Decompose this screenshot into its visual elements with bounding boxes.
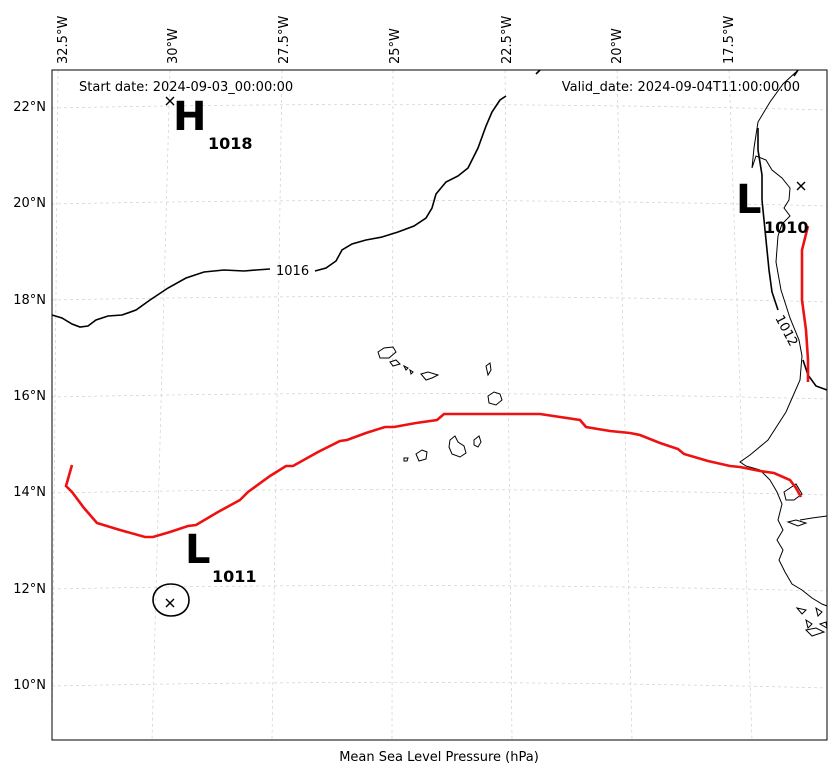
valid-date: Valid_date: 2024-09-04T11:00:00.00 <box>562 80 800 95</box>
isobar-label-1016: 1016 <box>276 264 309 279</box>
x-axis-label: Mean Sea Level Pressure (hPa) <box>339 750 539 765</box>
lat-tick: 16°N <box>13 389 46 404</box>
isobars <box>51 69 828 617</box>
isobar-top-arc <box>535 69 541 75</box>
lon-tick: 20°W <box>610 28 625 64</box>
isobar-1012-seg1 <box>761 199 779 311</box>
latitude-ticks: 22°N 20°N 18°N 16°N 14°N 12°N 10°N <box>13 100 46 693</box>
low-closed-isobar <box>152 583 190 617</box>
lat-tick: 18°N <box>13 293 46 308</box>
lat-tick: 14°N <box>13 485 46 500</box>
lon-tick: 30°W <box>166 28 181 64</box>
cape-verde-islands <box>377 346 503 462</box>
front-east <box>800 225 810 382</box>
isobar-1016-east <box>314 95 507 272</box>
lat-tick: 12°N <box>13 582 46 597</box>
high-pressure-value: 1018 <box>208 134 253 153</box>
low-pressure-value-west: 1011 <box>212 567 257 586</box>
low-center-marker-west <box>165 598 175 608</box>
low-symbol-west: L <box>185 527 211 573</box>
lat-tick: 20°N <box>13 196 46 211</box>
map-frame <box>51 69 828 741</box>
pressure-centers: H 1018 L 1010 L 1011 <box>165 94 809 608</box>
low-symbol-east: L <box>736 177 762 223</box>
low-center-marker-east <box>796 181 806 191</box>
lon-tick: 27.5°W <box>277 16 292 64</box>
africa-coastline <box>739 71 828 637</box>
lon-tick: 25°W <box>388 28 403 64</box>
isobar-1012-seg2 <box>802 359 828 391</box>
graticule <box>51 69 828 741</box>
isobar-label-1012: 1012 <box>771 313 800 349</box>
fronts <box>64 225 810 539</box>
isobar-1016-west <box>51 268 271 328</box>
front-main <box>64 412 803 539</box>
lon-tick: 17.5°W <box>722 16 737 64</box>
isobar-1012-north <box>757 128 763 200</box>
lat-tick: 22°N <box>13 100 46 115</box>
start-date: Start date: 2024-09-03_00:00:00 <box>79 80 293 95</box>
longitude-ticks: 32.5°W 30°W 27.5°W 25°W 22.5°W 20°W 17.5… <box>56 16 737 64</box>
high-center-marker <box>165 96 175 106</box>
high-symbol: H <box>173 94 206 140</box>
low-pressure-value-east: 1010 <box>764 218 809 237</box>
lat-tick: 10°N <box>13 678 46 693</box>
lon-tick: 32.5°W <box>56 16 71 64</box>
isobar-top-right <box>793 69 799 77</box>
lon-tick: 22.5°W <box>500 16 515 64</box>
